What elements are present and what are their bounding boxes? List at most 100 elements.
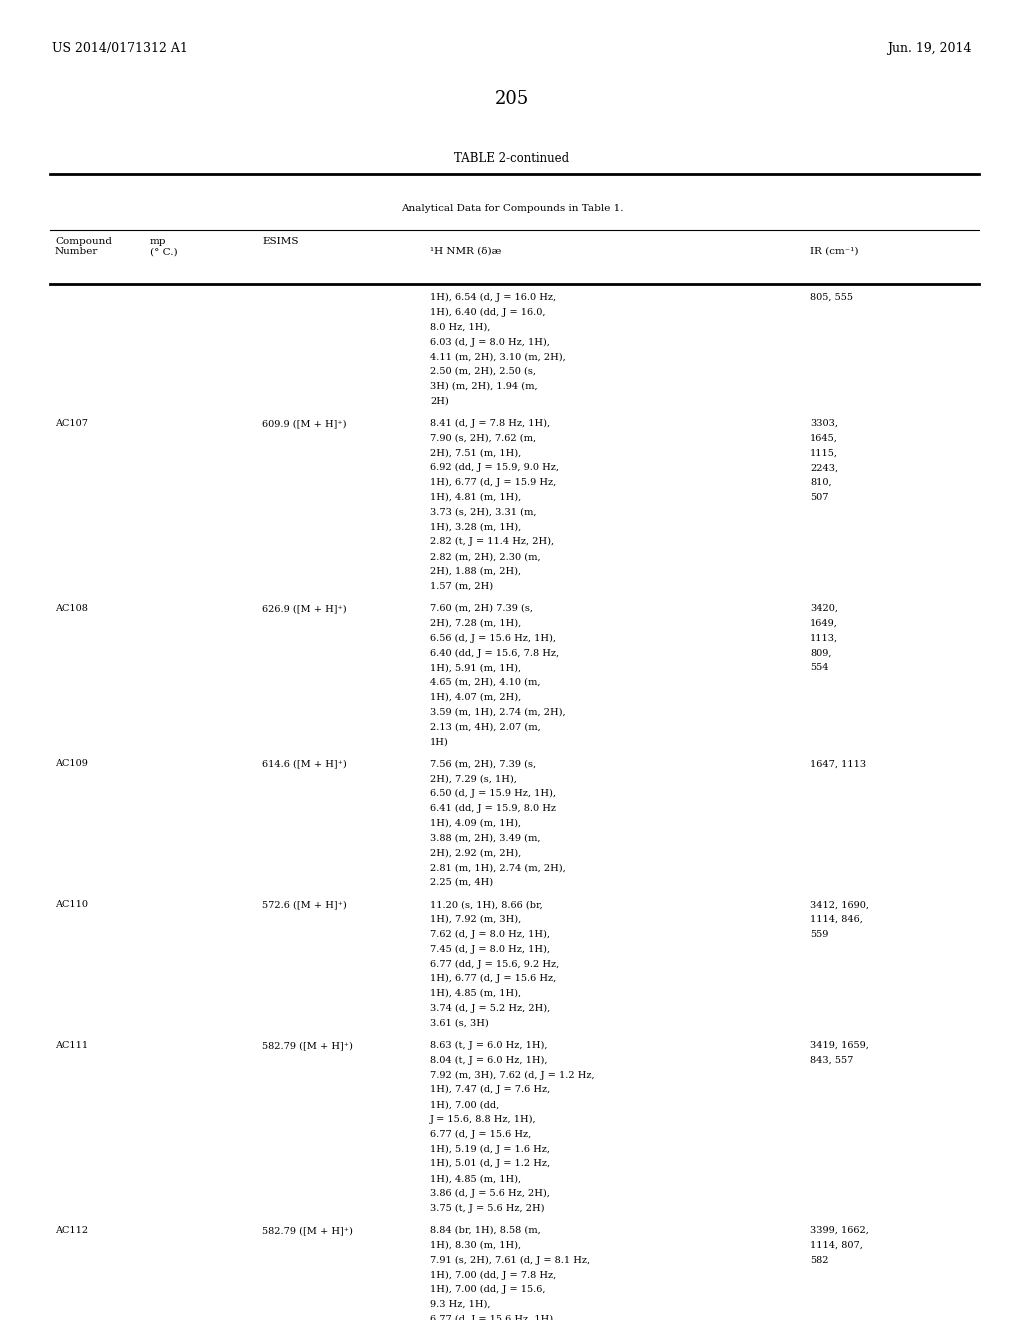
- Text: 2.13 (m, 4H), 2.07 (m,: 2.13 (m, 4H), 2.07 (m,: [430, 722, 541, 731]
- Text: 205: 205: [495, 90, 529, 108]
- Text: 1H), 7.00 (dd,: 1H), 7.00 (dd,: [430, 1100, 500, 1109]
- Text: 1H), 6.54 (d, J = 16.0 Hz,: 1H), 6.54 (d, J = 16.0 Hz,: [430, 293, 556, 302]
- Text: Compound
Number: Compound Number: [55, 238, 112, 256]
- Text: 3H) (m, 2H), 1.94 (m,: 3H) (m, 2H), 1.94 (m,: [430, 381, 538, 391]
- Text: 6.03 (d, J = 8.0 Hz, 1H),: 6.03 (d, J = 8.0 Hz, 1H),: [430, 338, 550, 347]
- Text: 2H), 7.29 (s, 1H),: 2H), 7.29 (s, 1H),: [430, 775, 517, 783]
- Text: US 2014/0171312 A1: US 2014/0171312 A1: [52, 42, 187, 55]
- Text: 1645,: 1645,: [810, 434, 838, 442]
- Text: 1647, 1113: 1647, 1113: [810, 759, 866, 768]
- Text: mp
(° C.): mp (° C.): [150, 238, 177, 256]
- Text: 559: 559: [810, 929, 828, 939]
- Text: 1H), 7.00 (dd, J = 15.6,: 1H), 7.00 (dd, J = 15.6,: [430, 1286, 546, 1295]
- Text: 3.61 (s, 3H): 3.61 (s, 3H): [430, 1019, 488, 1027]
- Text: 3.86 (d, J = 5.6 Hz, 2H),: 3.86 (d, J = 5.6 Hz, 2H),: [430, 1189, 550, 1199]
- Text: 626.9 ([M + H]⁺): 626.9 ([M + H]⁺): [262, 605, 347, 612]
- Text: 1.57 (m, 2H): 1.57 (m, 2H): [430, 582, 494, 591]
- Text: 2243,: 2243,: [810, 463, 838, 473]
- Text: 6.56 (d, J = 15.6 Hz, 1H),: 6.56 (d, J = 15.6 Hz, 1H),: [430, 634, 556, 643]
- Text: 1H), 6.77 (d, J = 15.9 Hz,: 1H), 6.77 (d, J = 15.9 Hz,: [430, 478, 556, 487]
- Text: 2.81 (m, 1H), 2.74 (m, 2H),: 2.81 (m, 1H), 2.74 (m, 2H),: [430, 863, 565, 873]
- Text: 3412, 1690,: 3412, 1690,: [810, 900, 869, 909]
- Text: 3.74 (d, J = 5.2 Hz, 2H),: 3.74 (d, J = 5.2 Hz, 2H),: [430, 1003, 550, 1012]
- Text: 2H), 1.88 (m, 2H),: 2H), 1.88 (m, 2H),: [430, 566, 521, 576]
- Text: 4.65 (m, 2H), 4.10 (m,: 4.65 (m, 2H), 4.10 (m,: [430, 678, 541, 686]
- Text: 1H), 4.07 (m, 2H),: 1H), 4.07 (m, 2H),: [430, 693, 521, 702]
- Text: 2H): 2H): [430, 396, 449, 405]
- Text: 3.88 (m, 2H), 3.49 (m,: 3.88 (m, 2H), 3.49 (m,: [430, 833, 541, 842]
- Text: 1H), 4.85 (m, 1H),: 1H), 4.85 (m, 1H),: [430, 989, 521, 998]
- Text: Analytical Data for Compounds in Table 1.: Analytical Data for Compounds in Table 1…: [400, 205, 624, 213]
- Text: 6.50 (d, J = 15.9 Hz, 1H),: 6.50 (d, J = 15.9 Hz, 1H),: [430, 789, 556, 799]
- Text: 3.75 (t, J = 5.6 Hz, 2H): 3.75 (t, J = 5.6 Hz, 2H): [430, 1204, 545, 1213]
- Text: 8.63 (t, J = 6.0 Hz, 1H),: 8.63 (t, J = 6.0 Hz, 1H),: [430, 1041, 548, 1049]
- Text: AC112: AC112: [55, 1226, 88, 1236]
- Text: 3303,: 3303,: [810, 418, 838, 428]
- Text: 8.84 (br, 1H), 8.58 (m,: 8.84 (br, 1H), 8.58 (m,: [430, 1226, 541, 1236]
- Text: Jun. 19, 2014: Jun. 19, 2014: [888, 42, 972, 55]
- Text: 809,: 809,: [810, 648, 831, 657]
- Text: 810,: 810,: [810, 478, 831, 487]
- Text: 6.92 (dd, J = 15.9, 9.0 Hz,: 6.92 (dd, J = 15.9, 9.0 Hz,: [430, 463, 559, 473]
- Text: 1H), 4.81 (m, 1H),: 1H), 4.81 (m, 1H),: [430, 492, 521, 502]
- Text: 3.73 (s, 2H), 3.31 (m,: 3.73 (s, 2H), 3.31 (m,: [430, 508, 537, 516]
- Text: AC110: AC110: [55, 900, 88, 909]
- Text: 1114, 846,: 1114, 846,: [810, 915, 863, 924]
- Text: 1H), 5.19 (d, J = 1.6 Hz,: 1H), 5.19 (d, J = 1.6 Hz,: [430, 1144, 550, 1154]
- Text: 507: 507: [810, 492, 828, 502]
- Text: 3420,: 3420,: [810, 605, 838, 612]
- Text: 7.56 (m, 2H), 7.39 (s,: 7.56 (m, 2H), 7.39 (s,: [430, 759, 537, 768]
- Text: 1H), 4.09 (m, 1H),: 1H), 4.09 (m, 1H),: [430, 818, 521, 828]
- Text: 1114, 807,: 1114, 807,: [810, 1241, 863, 1250]
- Text: 7.45 (d, J = 8.0 Hz, 1H),: 7.45 (d, J = 8.0 Hz, 1H),: [430, 945, 550, 954]
- Text: 843, 557: 843, 557: [810, 1056, 853, 1065]
- Text: 7.62 (d, J = 8.0 Hz, 1H),: 7.62 (d, J = 8.0 Hz, 1H),: [430, 929, 550, 939]
- Text: 1113,: 1113,: [810, 634, 838, 643]
- Text: 8.41 (d, J = 7.8 Hz, 1H),: 8.41 (d, J = 7.8 Hz, 1H),: [430, 418, 550, 428]
- Text: AC109: AC109: [55, 759, 88, 768]
- Text: 2.82 (t, J = 11.4 Hz, 2H),: 2.82 (t, J = 11.4 Hz, 2H),: [430, 537, 554, 546]
- Text: 582.79 ([M + H]⁺): 582.79 ([M + H]⁺): [262, 1226, 353, 1236]
- Text: 7.92 (m, 3H), 7.62 (d, J = 1.2 Hz,: 7.92 (m, 3H), 7.62 (d, J = 1.2 Hz,: [430, 1071, 595, 1080]
- Text: 3.59 (m, 1H), 2.74 (m, 2H),: 3.59 (m, 1H), 2.74 (m, 2H),: [430, 708, 565, 717]
- Text: 1H), 6.77 (d, J = 15.6 Hz,: 1H), 6.77 (d, J = 15.6 Hz,: [430, 974, 556, 983]
- Text: 2.50 (m, 2H), 2.50 (s,: 2.50 (m, 2H), 2.50 (s,: [430, 367, 536, 376]
- Text: ¹H NMR (δ)æ: ¹H NMR (δ)æ: [430, 247, 502, 256]
- Text: 572.6 ([M + H]⁺): 572.6 ([M + H]⁺): [262, 900, 347, 909]
- Text: 1H), 7.00 (dd, J = 7.8 Hz,: 1H), 7.00 (dd, J = 7.8 Hz,: [430, 1270, 556, 1279]
- Text: 6.77 (d, J = 15.6 Hz,: 6.77 (d, J = 15.6 Hz,: [430, 1130, 531, 1139]
- Text: 1115,: 1115,: [810, 449, 838, 458]
- Text: 11.20 (s, 1H), 8.66 (br,: 11.20 (s, 1H), 8.66 (br,: [430, 900, 543, 909]
- Text: 1H), 4.85 (m, 1H),: 1H), 4.85 (m, 1H),: [430, 1173, 521, 1183]
- Text: ESIMS: ESIMS: [262, 238, 299, 246]
- Text: 2.25 (m, 4H): 2.25 (m, 4H): [430, 878, 494, 887]
- Text: J = 15.6, 8.8 Hz, 1H),: J = 15.6, 8.8 Hz, 1H),: [430, 1115, 537, 1125]
- Text: 582.79 ([M + H]⁺): 582.79 ([M + H]⁺): [262, 1041, 353, 1049]
- Text: 6.77 (dd, J = 15.6, 9.2 Hz,: 6.77 (dd, J = 15.6, 9.2 Hz,: [430, 960, 559, 969]
- Text: 3399, 1662,: 3399, 1662,: [810, 1226, 869, 1236]
- Text: AC107: AC107: [55, 418, 88, 428]
- Text: 2H), 2.92 (m, 2H),: 2H), 2.92 (m, 2H),: [430, 849, 521, 857]
- Text: 7.60 (m, 2H) 7.39 (s,: 7.60 (m, 2H) 7.39 (s,: [430, 605, 534, 612]
- Text: TABLE 2-continued: TABLE 2-continued: [455, 152, 569, 165]
- Text: 7.91 (s, 2H), 7.61 (d, J = 8.1 Hz,: 7.91 (s, 2H), 7.61 (d, J = 8.1 Hz,: [430, 1255, 590, 1265]
- Text: 1H), 5.91 (m, 1H),: 1H), 5.91 (m, 1H),: [430, 663, 521, 672]
- Text: 805, 555: 805, 555: [810, 293, 853, 302]
- Text: IR (cm⁻¹): IR (cm⁻¹): [810, 247, 858, 256]
- Text: 1H), 6.40 (dd, J = 16.0,: 1H), 6.40 (dd, J = 16.0,: [430, 308, 546, 317]
- Text: 2H), 7.28 (m, 1H),: 2H), 7.28 (m, 1H),: [430, 619, 521, 628]
- Text: 614.6 ([M + H]⁺): 614.6 ([M + H]⁺): [262, 759, 347, 768]
- Text: 1H), 3.28 (m, 1H),: 1H), 3.28 (m, 1H),: [430, 523, 521, 532]
- Text: 1H), 7.47 (d, J = 7.6 Hz,: 1H), 7.47 (d, J = 7.6 Hz,: [430, 1085, 550, 1094]
- Text: 1649,: 1649,: [810, 619, 838, 628]
- Text: 2.82 (m, 2H), 2.30 (m,: 2.82 (m, 2H), 2.30 (m,: [430, 552, 541, 561]
- Text: 1H), 8.30 (m, 1H),: 1H), 8.30 (m, 1H),: [430, 1241, 521, 1250]
- Text: 7.90 (s, 2H), 7.62 (m,: 7.90 (s, 2H), 7.62 (m,: [430, 434, 537, 442]
- Text: AC111: AC111: [55, 1041, 88, 1049]
- Text: 8.0 Hz, 1H),: 8.0 Hz, 1H),: [430, 322, 490, 331]
- Text: 582: 582: [810, 1255, 828, 1265]
- Text: 2H), 7.51 (m, 1H),: 2H), 7.51 (m, 1H),: [430, 449, 521, 458]
- Text: 1H), 7.92 (m, 3H),: 1H), 7.92 (m, 3H),: [430, 915, 521, 924]
- Text: 8.04 (t, J = 6.0 Hz, 1H),: 8.04 (t, J = 6.0 Hz, 1H),: [430, 1056, 548, 1065]
- Text: 1H): 1H): [430, 737, 449, 746]
